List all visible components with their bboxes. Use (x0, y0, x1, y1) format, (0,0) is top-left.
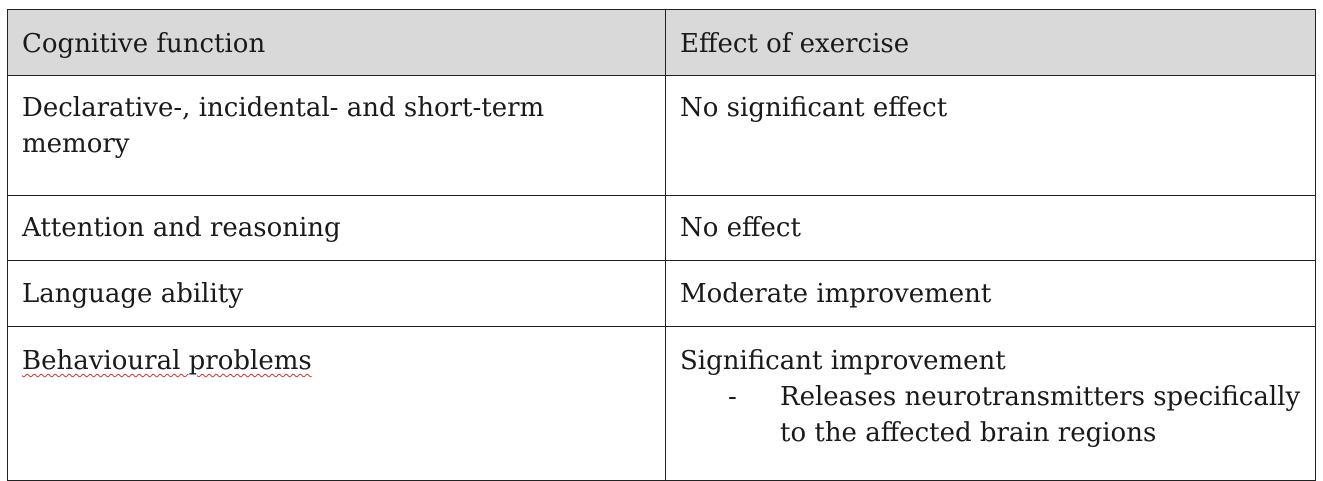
table-header-row: Cognitive function Effect of exercise (7, 9, 1316, 76)
spellcheck-flagged-text: Behavioural problems (22, 346, 312, 376)
cell-cognitive-function: Declarative-, incidental- and short-term… (7, 75, 666, 196)
effect-text: Significant improvement (680, 346, 1006, 376)
bullet-text: Releases neurotransmitters specifically … (780, 382, 1301, 448)
table-row: Language ability Moderate improvement (7, 260, 1316, 327)
cell-effect: No significant effect (665, 75, 1316, 196)
cell-cognitive-function: Attention and reasoning (7, 195, 666, 261)
table-row: Declarative-, incidental- and short-term… (7, 75, 1316, 196)
cell-effect: Moderate improvement (665, 260, 1316, 327)
bullet-dash: - (728, 382, 737, 412)
table-row: Behavioural problems Significant improve… (7, 326, 1316, 481)
header-effect-of-exercise: Effect of exercise (665, 9, 1316, 76)
cell-effect: No effect (665, 195, 1316, 261)
cell-cognitive-function: Language ability (7, 260, 666, 327)
table-row: Attention and reasoning No effect (7, 195, 1316, 261)
cell-effect: Significant improvement - Releases neuro… (665, 326, 1316, 481)
bullet-item: - Releases neurotransmitters specificall… (728, 379, 1301, 451)
comparison-table: Cognitive function Effect of exercise De… (7, 9, 1316, 481)
header-cognitive-function: Cognitive function (7, 9, 666, 76)
cell-cognitive-function: Behavioural problems (7, 326, 666, 481)
